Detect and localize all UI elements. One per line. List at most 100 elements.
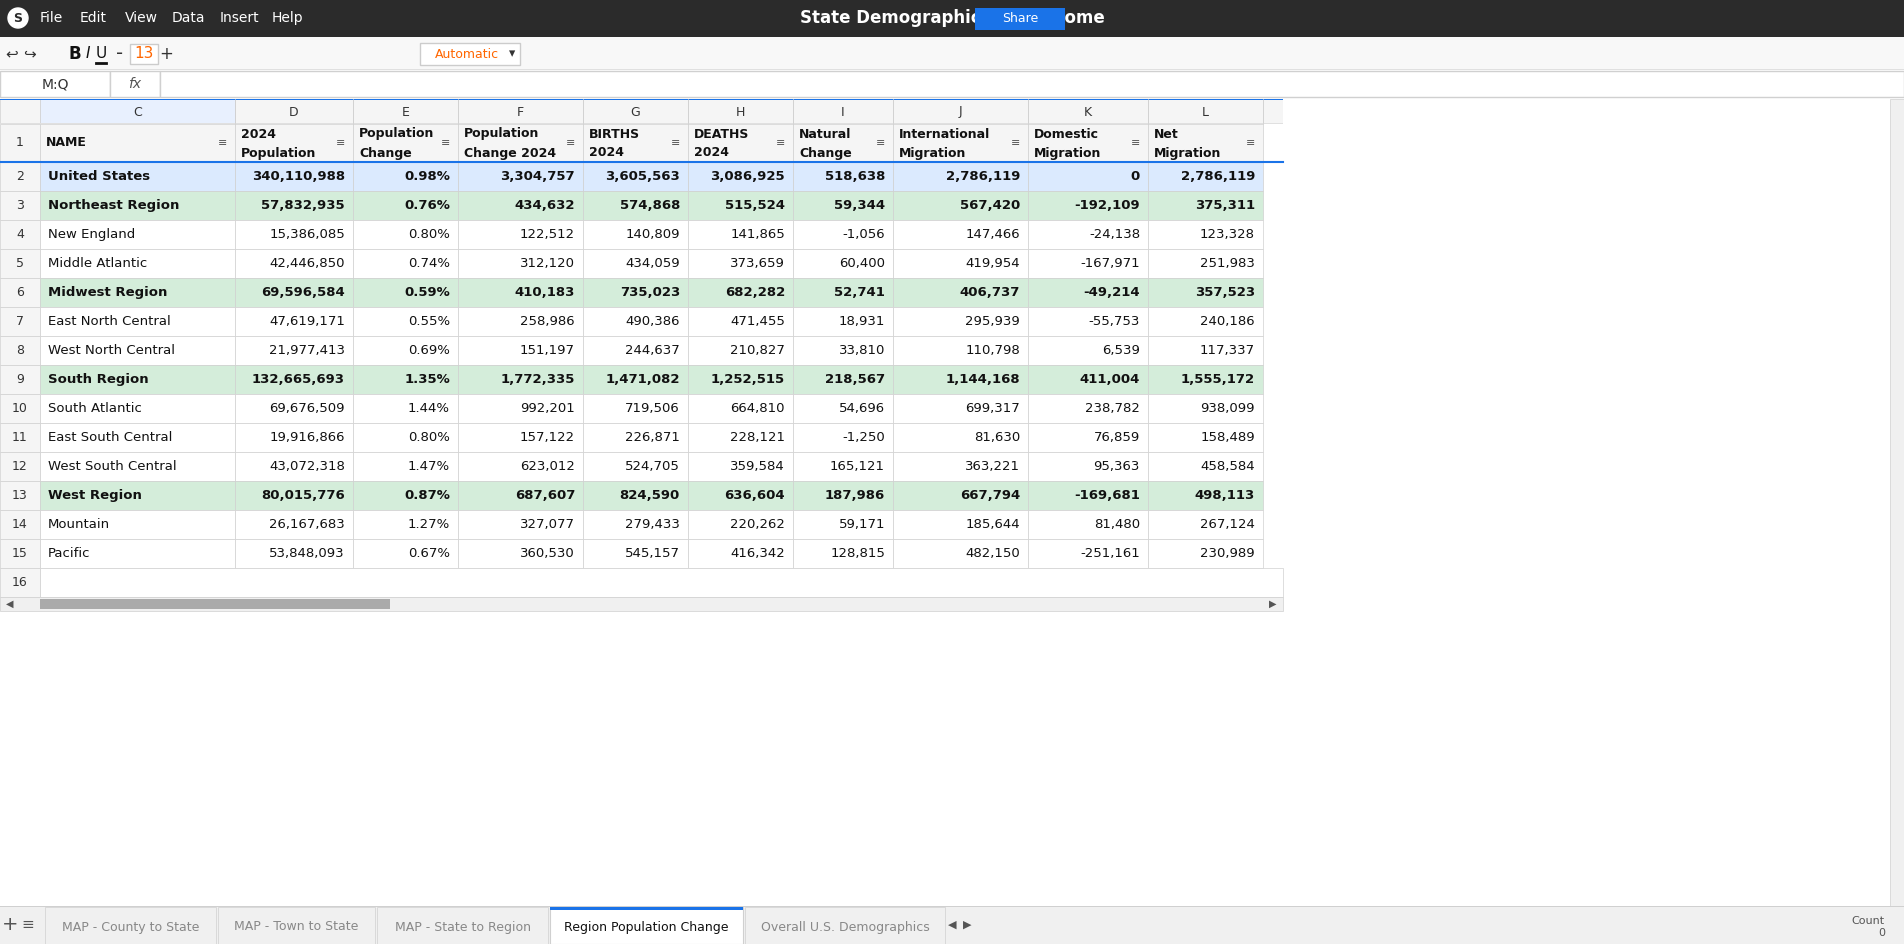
Text: L: L [1201,106,1209,119]
Bar [550,907,743,944]
Text: West South Central: West South Central [48,460,177,473]
Text: ≡: ≡ [1011,138,1021,148]
Text: 8: 8 [15,344,25,357]
Text: ◀: ◀ [948,920,956,930]
Bar [687,162,792,191]
Bar [687,394,792,423]
Bar [0,278,40,307]
Bar [893,220,1028,249]
Text: 187,986: 187,986 [824,489,885,502]
Bar [459,191,583,220]
Bar [0,481,40,510]
Text: ≡: ≡ [565,138,575,148]
Bar [893,423,1028,452]
Text: 515,524: 515,524 [725,199,784,212]
Bar [583,191,687,220]
Bar [1028,249,1148,278]
Text: Midwest Region: Midwest Region [48,286,168,299]
Bar [1028,220,1148,249]
Text: -251,161: -251,161 [1080,547,1140,560]
Text: 244,637: 244,637 [625,344,680,357]
Text: 279,433: 279,433 [625,518,680,531]
Text: ≡: ≡ [672,138,682,148]
Text: 43,072,318: 43,072,318 [268,460,345,473]
Bar [46,907,217,944]
Text: 238,782: 238,782 [1085,402,1140,415]
Text: South Atlantic: South Atlantic [48,402,143,415]
Text: 230,989: 230,989 [1200,547,1255,560]
Bar [234,162,352,191]
Bar [583,124,687,162]
Bar [1028,191,1148,220]
Bar [1148,99,1262,124]
Text: 69,596,584: 69,596,584 [261,286,345,299]
Text: 699,317: 699,317 [965,402,1021,415]
Text: 3,086,925: 3,086,925 [710,170,784,183]
Bar [459,99,583,124]
Bar [234,99,352,124]
Text: South Region: South Region [48,373,149,386]
Text: 498,113: 498,113 [1194,489,1255,502]
Bar [40,191,234,220]
Text: 419,954: 419,954 [965,257,1021,270]
Text: 54,696: 54,696 [840,402,885,415]
Bar [583,162,687,191]
Text: 360,530: 360,530 [520,547,575,560]
Text: 7: 7 [15,315,25,328]
Text: 13: 13 [135,46,154,61]
Bar [352,249,459,278]
Bar [219,907,375,944]
Text: 567,420: 567,420 [960,199,1021,212]
Text: 19,916,866: 19,916,866 [270,431,345,444]
Bar [0,191,40,220]
Bar [1148,452,1262,481]
Bar [583,481,687,510]
Bar [234,191,352,220]
Text: 76,859: 76,859 [1093,431,1140,444]
Bar [1057,8,1064,30]
Bar [1028,278,1148,307]
Text: 359,584: 359,584 [731,460,784,473]
Bar [583,365,687,394]
Bar [893,249,1028,278]
Bar [792,162,893,191]
Bar [234,539,352,568]
Bar [352,423,459,452]
Text: Natural: Natural [800,127,851,141]
Bar [1148,394,1262,423]
Bar [0,336,40,365]
Bar [459,162,583,191]
Text: 1,252,515: 1,252,515 [710,373,784,386]
Bar [1148,539,1262,568]
Bar [792,307,893,336]
Bar [975,8,982,30]
Text: 53,848,093: 53,848,093 [268,547,345,560]
Text: ≡: ≡ [442,138,451,148]
Text: 3,304,757: 3,304,757 [501,170,575,183]
Text: 132,665,693: 132,665,693 [251,373,345,386]
Text: 0.98%: 0.98% [404,170,449,183]
Bar [0,539,40,568]
Bar [234,278,352,307]
Bar [352,336,459,365]
Bar [687,423,792,452]
Text: 545,157: 545,157 [625,547,680,560]
Text: Middle Atlantic: Middle Atlantic [48,257,147,270]
Bar [0,906,1904,907]
Bar [234,220,352,249]
Bar [459,336,583,365]
Text: H: H [735,106,744,119]
Bar [893,278,1028,307]
Bar [792,481,893,510]
Bar [40,394,234,423]
Text: 0.80%: 0.80% [407,431,449,444]
Text: 0: 0 [1131,170,1140,183]
Text: 410,183: 410,183 [514,286,575,299]
Bar [0,220,40,249]
Text: 0.69%: 0.69% [407,344,449,357]
Text: 667,794: 667,794 [960,489,1021,502]
Bar [352,191,459,220]
Text: M:Q: M:Q [42,77,69,91]
Text: ≡: ≡ [21,918,34,933]
Bar [1028,336,1148,365]
